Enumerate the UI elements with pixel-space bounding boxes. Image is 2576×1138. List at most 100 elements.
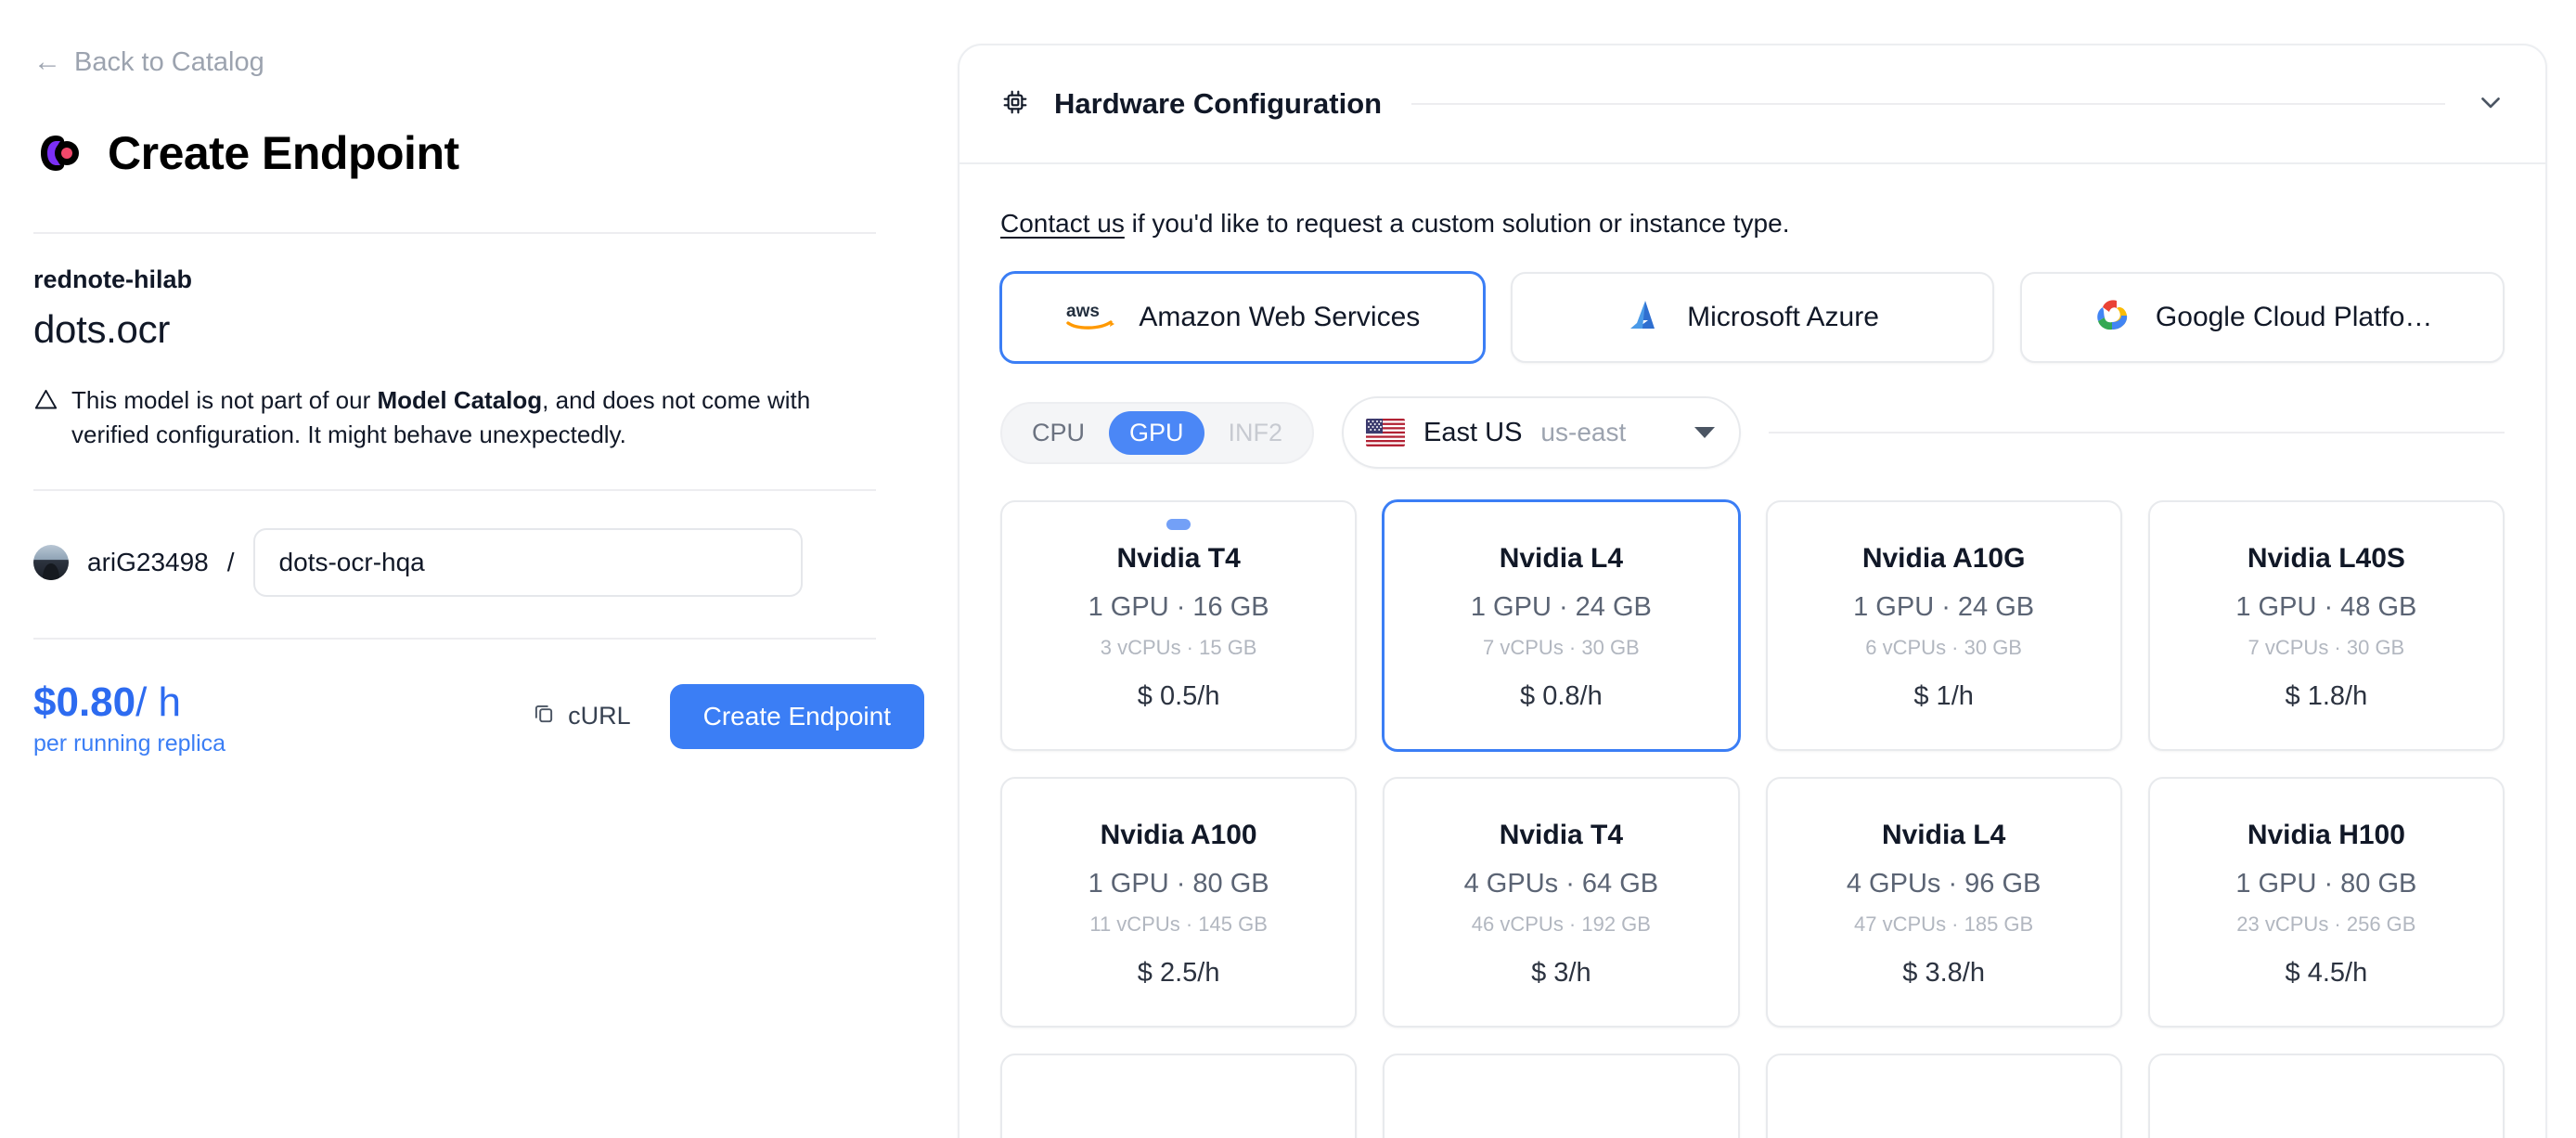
accelerator-option-gpu[interactable]: GPU bbox=[1109, 410, 1204, 455]
instance-cpu: 6 vCPUs · 30 GB bbox=[1865, 636, 2022, 660]
instance-gpu: 1 GPU · 24 GB bbox=[1853, 592, 2035, 622]
instance-price: $ 3/h bbox=[1531, 957, 1591, 988]
hf-inference-endpoints-logo bbox=[33, 128, 84, 178]
back-to-catalog-link[interactable]: ← Back to Catalog bbox=[33, 48, 264, 76]
provider-card-azure[interactable]: Microsoft Azure bbox=[1510, 272, 1995, 363]
curl-label: cURL bbox=[568, 702, 631, 731]
region-select[interactable]: East US us-east bbox=[1342, 396, 1742, 469]
instance-price: $ 4.5/h bbox=[2285, 957, 2368, 988]
owner-name-separator: / bbox=[226, 547, 235, 576]
endpoint-name-row: ariG23498 / bbox=[33, 491, 958, 638]
model-warning-text: This model is not part of our Model Cata… bbox=[71, 383, 850, 452]
region-name: East US bbox=[1423, 417, 1523, 447]
arrow-left-icon: ← bbox=[33, 46, 61, 77]
model-info: rednote-hilab dots.ocr This model is not… bbox=[33, 234, 958, 452]
flag-us-icon bbox=[1366, 419, 1406, 446]
left-column: ← Back to Catalog Create Endpoint rednot… bbox=[0, 0, 958, 757]
provider-card-aws[interactable]: aws Amazon Web Services bbox=[1000, 272, 1485, 363]
pricing-block: $0.80/ h per running replica bbox=[33, 679, 225, 757]
instance-gpu: 1 GPU · 24 GB bbox=[1470, 592, 1652, 622]
instance-price: $ 1.8/h bbox=[2285, 680, 2368, 711]
aws-logo: aws bbox=[1064, 299, 1116, 337]
contact-us-line: Contact us if you'd like to request a cu… bbox=[1000, 209, 2505, 239]
provider-label-gcp: Google Cloud Platfo… bbox=[2155, 302, 2433, 332]
cpu-chip-icon bbox=[1000, 87, 1030, 122]
instance-card[interactable] bbox=[1765, 1054, 2122, 1138]
instance-grid: Nvidia T4 1 GPU · 16 GB 3 vCPUs · 15 GB … bbox=[1000, 500, 2505, 1138]
warning-text-after: , and does not come with verified config… bbox=[71, 386, 811, 448]
instance-cpu: 46 vCPUs · 192 GB bbox=[1471, 912, 1651, 937]
page-title: Create Endpoint bbox=[108, 127, 459, 179]
copy-icon bbox=[532, 701, 556, 731]
instance-card[interactable] bbox=[2147, 1054, 2505, 1138]
page-title-row: Create Endpoint bbox=[33, 128, 958, 178]
controls-rule bbox=[1769, 432, 2505, 433]
instance-card[interactable]: Nvidia A10G 1 GPU · 24 GB 6 vCPUs · 30 G… bbox=[1765, 500, 2122, 751]
contact-us-rest: if you'd like to request a custom soluti… bbox=[1124, 209, 1790, 238]
instance-cpu: 3 vCPUs · 15 GB bbox=[1100, 636, 1257, 660]
instance-name: Nvidia A10G bbox=[1861, 543, 2026, 574]
price-amount-line: $0.80/ h bbox=[33, 679, 225, 725]
instance-cpu: 7 vCPUs · 30 GB bbox=[2248, 636, 2405, 660]
user-avatar bbox=[33, 544, 69, 580]
instance-price: $ 2.5/h bbox=[1137, 957, 1220, 988]
endpoint-name-input[interactable] bbox=[252, 527, 803, 597]
instance-gpu: 1 GPU · 48 GB bbox=[2235, 592, 2417, 622]
provider-label-aws: Amazon Web Services bbox=[1139, 302, 1421, 332]
instance-name: Nvidia T4 bbox=[1116, 543, 1241, 574]
instance-card[interactable]: Nvidia A100 1 GPU · 80 GB 11 vCPUs · 145… bbox=[1000, 777, 1358, 1028]
recommended-badge-icon bbox=[1166, 519, 1191, 530]
header-rule bbox=[1411, 103, 2445, 105]
hardware-configuration-panel: Hardware Configuration Contact us if you… bbox=[958, 44, 2547, 1138]
region-code: us-east bbox=[1540, 418, 1627, 446]
instance-price: $ 0.8/h bbox=[1520, 680, 1603, 711]
instance-gpu: 4 GPUs · 96 GB bbox=[1846, 869, 2041, 899]
hardware-configuration-header[interactable]: Hardware Configuration bbox=[960, 45, 2545, 164]
instance-card[interactable]: Nvidia T4 4 GPUs · 64 GB 46 vCPUs · 192 … bbox=[1383, 777, 1740, 1028]
panel-title: Hardware Configuration bbox=[1054, 87, 1383, 120]
divider-middle bbox=[33, 488, 876, 491]
instance-name: Nvidia L4 bbox=[1499, 543, 1624, 574]
instance-cpu: 7 vCPUs · 30 GB bbox=[1483, 636, 1640, 660]
instance-card[interactable]: Nvidia L40S 1 GPU · 48 GB 7 vCPUs · 30 G… bbox=[2147, 500, 2505, 751]
accelerator-option-cpu[interactable]: CPU bbox=[1032, 418, 1086, 446]
price-per-unit: / h bbox=[135, 679, 182, 725]
instance-cpu: 23 vCPUs · 256 GB bbox=[2236, 912, 2416, 937]
instance-card[interactable]: Nvidia L4 4 GPUs · 96 GB 47 vCPUs · 185 … bbox=[1765, 777, 2122, 1028]
instance-gpu: 1 GPU · 80 GB bbox=[2235, 869, 2417, 899]
instance-card[interactable]: Nvidia L4 1 GPU · 24 GB 7 vCPUs · 30 GB … bbox=[1383, 500, 1740, 751]
provider-label-azure: Microsoft Azure bbox=[1687, 302, 1879, 332]
instance-name: Nvidia T4 bbox=[1499, 820, 1624, 850]
accelerator-region-row: CPU GPU INF2 bbox=[1000, 396, 2505, 469]
instance-card[interactable]: Nvidia T4 1 GPU · 16 GB 3 vCPUs · 15 GB … bbox=[1000, 500, 1358, 751]
azure-logo bbox=[1626, 296, 1665, 340]
instance-gpu: 1 GPU · 16 GB bbox=[1088, 592, 1269, 622]
instance-card[interactable] bbox=[1000, 1054, 1358, 1138]
warning-triangle-icon bbox=[33, 387, 58, 452]
endpoint-owner: ariG23498 bbox=[87, 547, 209, 576]
model-name: dots.ocr bbox=[33, 307, 170, 351]
warning-text-bold: Model Catalog bbox=[377, 386, 543, 414]
cloud-provider-tabs: aws Amazon Web Services Micro bbox=[1000, 272, 2505, 363]
instance-cpu: 47 vCPUs · 185 GB bbox=[1854, 912, 2034, 937]
instance-name: Nvidia A100 bbox=[1100, 820, 1257, 850]
instance-name: Nvidia H100 bbox=[2247, 820, 2405, 850]
model-org: rednote-hilab bbox=[33, 265, 193, 293]
instance-cpu: 11 vCPUs · 145 GB bbox=[1089, 912, 1268, 937]
curl-button[interactable]: cURL bbox=[532, 701, 631, 731]
hardware-configuration-body: Contact us if you'd like to request a cu… bbox=[960, 164, 2545, 1138]
divider-bottom bbox=[33, 637, 876, 640]
accelerator-option-inf2[interactable]: INF2 bbox=[1228, 418, 1283, 446]
instance-name: Nvidia L40S bbox=[2247, 543, 2405, 574]
instance-card[interactable]: Nvidia H100 1 GPU · 80 GB 23 vCPUs · 256… bbox=[2147, 777, 2505, 1028]
pricing-actions: cURL Create Endpoint bbox=[532, 680, 958, 749]
instance-card[interactable] bbox=[1383, 1054, 1740, 1138]
provider-card-gcp[interactable]: Google Cloud Platfo… bbox=[2020, 272, 2505, 363]
contact-us-link[interactable]: Contact us bbox=[1000, 209, 1125, 238]
gcp-logo bbox=[2093, 296, 2133, 340]
create-endpoint-button[interactable]: Create Endpoint bbox=[669, 683, 924, 749]
instance-price: $ 1/h bbox=[1913, 680, 1974, 711]
chevron-down-icon[interactable] bbox=[2475, 86, 2506, 123]
instance-gpu: 4 GPUs · 64 GB bbox=[1463, 869, 1659, 899]
